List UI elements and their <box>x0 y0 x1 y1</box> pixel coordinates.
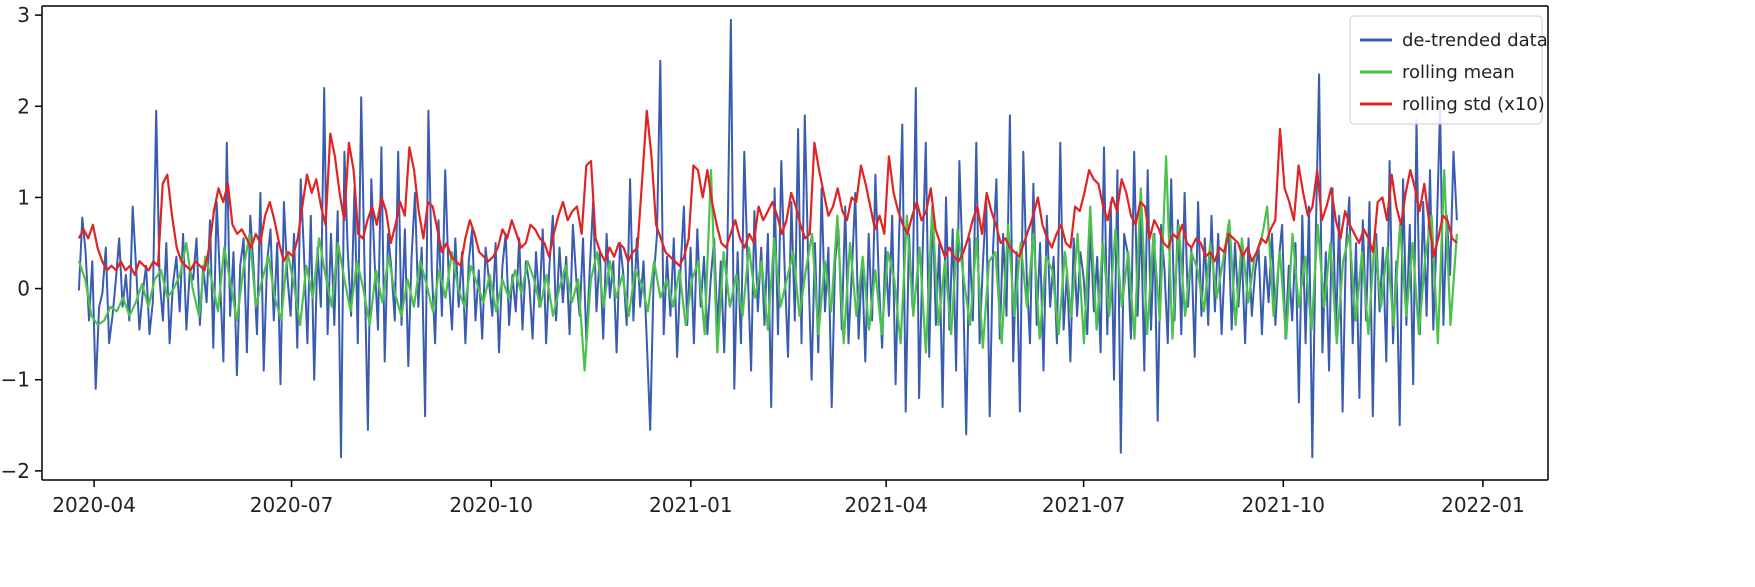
y-ticks: −2 −1 0 1 2 3 <box>1 3 42 483</box>
legend: de-trended data rolling mean rolling std (… <box>1349 15 1548 125</box>
y-tick-label: 0 <box>17 277 30 301</box>
series-layer <box>77 18 1458 459</box>
x-tick-label: 2020-07 <box>250 493 334 517</box>
y-tick-label: −2 <box>1 459 30 483</box>
x-tick-label: 2020-04 <box>52 493 136 517</box>
y-tick-label: 3 <box>17 3 30 27</box>
y-tick-label: 1 <box>17 185 30 209</box>
series-line-2 <box>77 155 1458 372</box>
y-tick-label: −1 <box>1 368 30 392</box>
legend-box <box>1349 15 1543 125</box>
legend-label: de-trended data <box>1402 30 1548 51</box>
legend-label: rolling std (x10) <box>1402 94 1545 115</box>
x-tick-label: 2020-10 <box>449 493 533 517</box>
x-tick-label: 2021-04 <box>844 493 928 517</box>
x-tick-label: 2021-10 <box>1241 493 1325 517</box>
axes-layer <box>41 5 1549 481</box>
series-line-3 <box>77 109 1458 276</box>
x-tick-label: 2021-01 <box>649 493 733 517</box>
x-ticks: 2020-04 2020-07 2020-10 2021-01 2021-04 2021-… <box>52 480 1525 517</box>
series-line-1 <box>77 18 1458 459</box>
legend-label: rolling mean <box>1402 62 1515 83</box>
x-tick-label: 2022-01 <box>1441 493 1525 517</box>
y-tick-label: 2 <box>17 94 30 118</box>
x-tick-label: 2021-07 <box>1042 493 1126 517</box>
